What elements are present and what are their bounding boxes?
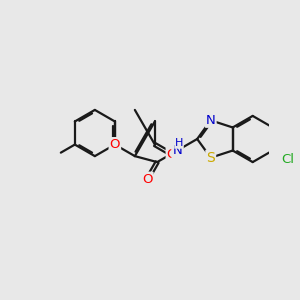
Text: O: O: [167, 148, 177, 161]
Text: N: N: [206, 114, 216, 127]
Text: N: N: [172, 144, 182, 157]
Text: S: S: [206, 151, 215, 165]
Text: Cl: Cl: [281, 153, 294, 166]
Text: H: H: [175, 138, 183, 148]
Text: O: O: [142, 172, 153, 186]
Text: O: O: [110, 138, 120, 151]
